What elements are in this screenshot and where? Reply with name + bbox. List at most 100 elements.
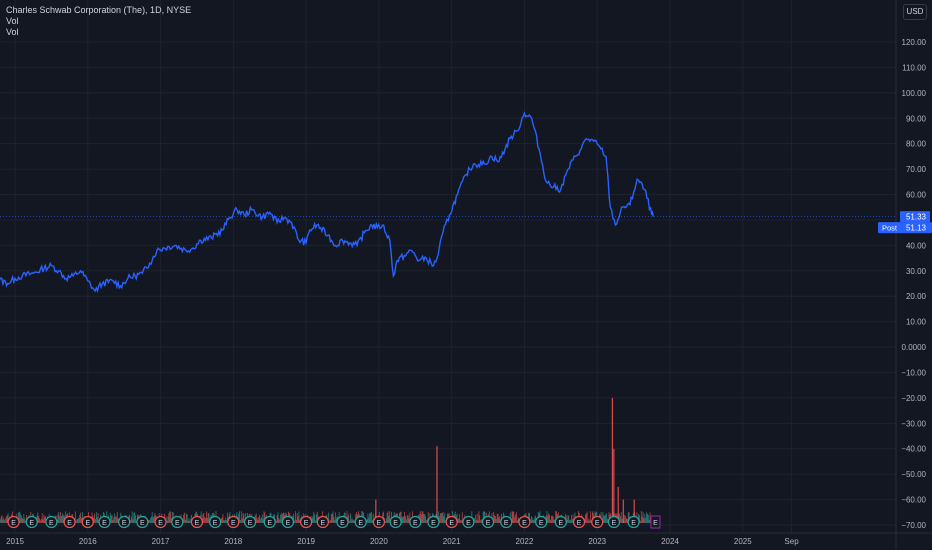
volume-bar <box>294 520 295 523</box>
volume-bar <box>626 518 627 523</box>
earnings-marker[interactable]: E <box>627 515 640 529</box>
volume-bar <box>224 520 226 523</box>
earnings-marker[interactable]: E <box>281 515 295 529</box>
currency-button[interactable]: USD <box>903 4 927 20</box>
volume-bar <box>65 511 67 523</box>
earnings-marker[interactable]: E <box>316 515 329 529</box>
earnings-marker[interactable]: E <box>171 515 184 529</box>
volume-bar <box>383 511 385 523</box>
volume-bar <box>419 511 421 523</box>
earnings-marker[interactable]: E <box>300 515 313 529</box>
volume-bar <box>255 513 257 523</box>
volume-bar <box>282 512 284 523</box>
volume-bar <box>620 511 622 523</box>
volume-bar <box>646 512 647 523</box>
volume-indicator-label-2[interactable]: Vol <box>6 27 19 37</box>
volume-bar <box>24 518 26 523</box>
earnings-marker[interactable]: E <box>372 515 385 529</box>
volume-bar <box>420 514 422 523</box>
volume-bar <box>202 514 204 523</box>
earnings-marker[interactable]: E <box>118 515 131 529</box>
volume-bar <box>299 520 301 523</box>
earnings-marker[interactable]: E <box>354 515 367 529</box>
volume-bar <box>171 511 173 523</box>
volume-bar <box>185 519 186 523</box>
volume-bar <box>113 517 115 523</box>
y-tick-label: 10.00 <box>906 318 927 327</box>
earnings-marker[interactable]: E <box>81 515 94 529</box>
volume-bar <box>42 519 44 523</box>
volume-bar <box>400 511 402 523</box>
y-tick-label: −30.00 <box>901 419 926 428</box>
volume-indicator-label[interactable]: Vol <box>6 16 19 26</box>
earnings-marker[interactable]: E <box>25 515 38 529</box>
volume-bars <box>0 397 653 523</box>
symbol-title[interactable]: Charles Schwab Corporation (The), 1D, NY… <box>6 5 192 15</box>
earnings-marker[interactable]: E <box>7 515 20 529</box>
earnings-glyph: E <box>158 520 163 527</box>
volume-bar <box>641 516 643 523</box>
volume-bar <box>514 516 516 523</box>
volume-bar <box>353 519 355 523</box>
earnings-marker[interactable]: E <box>45 515 58 529</box>
earnings-marker[interactable]: E <box>243 515 257 529</box>
last-price-label: 51.33 <box>906 213 927 222</box>
earnings-marker[interactable]: E <box>427 515 440 529</box>
earnings-marker[interactable]: E <box>154 515 167 529</box>
volume-bar <box>444 513 446 523</box>
volume-bar <box>329 519 331 523</box>
earnings-marker[interactable]: E <box>650 515 661 529</box>
price-axis[interactable]: 120.00110.00100.0090.0080.0070.0060.0050… <box>895 0 927 550</box>
volume-bar <box>548 513 550 523</box>
earnings-marker[interactable]: E <box>572 515 586 529</box>
earnings-marker[interactable]: E <box>554 515 567 529</box>
earnings-marker[interactable]: E <box>136 515 149 529</box>
volume-spike <box>611 397 613 523</box>
earnings-marker[interactable]: E <box>227 515 240 529</box>
volume-bar <box>549 515 550 523</box>
time-axis[interactable]: 2015 2016 2017 2018 2019 2020 2021 2022 2023 2024… <box>0 532 932 546</box>
volume-bar <box>0 519 1 523</box>
x-tick-label: 2018 <box>224 537 242 546</box>
volume-bar <box>389 511 391 523</box>
volume-bar <box>188 518 190 523</box>
earnings-marker[interactable]: E <box>445 515 458 529</box>
volume-bar <box>493 511 495 523</box>
earnings-marker[interactable]: E <box>63 515 76 529</box>
earnings-marker[interactable]: E <box>607 515 621 529</box>
volume-bar <box>58 511 60 523</box>
y-tick-label: −20.00 <box>901 394 926 403</box>
volume-bar <box>153 516 155 523</box>
volume-bar <box>513 511 515 523</box>
earnings-marker[interactable]: E <box>209 515 222 529</box>
volume-bar <box>475 519 477 523</box>
earnings-marker[interactable]: E <box>389 515 402 529</box>
volume-bar <box>60 516 62 523</box>
earnings-marker[interactable]: E <box>462 515 475 529</box>
earnings-marker[interactable]: E <box>263 515 276 529</box>
volume-bar <box>150 517 151 523</box>
volume-bar <box>169 511 171 523</box>
earnings-marker[interactable]: E <box>336 515 349 529</box>
volume-bar <box>474 518 475 523</box>
earnings-marker[interactable]: E <box>518 515 531 529</box>
volume-bar <box>482 511 484 523</box>
volume-bar <box>385 520 386 523</box>
earnings-marker[interactable]: E <box>481 515 495 529</box>
volume-bar <box>459 514 461 523</box>
earnings-marker[interactable]: E <box>591 515 604 529</box>
y-tick-label: 0.0000 <box>902 343 927 352</box>
volume-bar <box>39 518 40 523</box>
volume-bar <box>587 520 589 523</box>
earnings-marker[interactable]: E <box>190 515 204 529</box>
earnings-marker[interactable]: E <box>500 515 513 529</box>
volume-bar <box>76 519 78 523</box>
earnings-marker[interactable]: E <box>409 515 422 529</box>
volume-bar <box>97 512 99 523</box>
earnings-marker[interactable]: E <box>535 515 548 529</box>
earnings-marker-ring <box>607 515 621 529</box>
volume-bar <box>240 511 242 523</box>
earnings-marker[interactable]: E <box>98 515 111 529</box>
